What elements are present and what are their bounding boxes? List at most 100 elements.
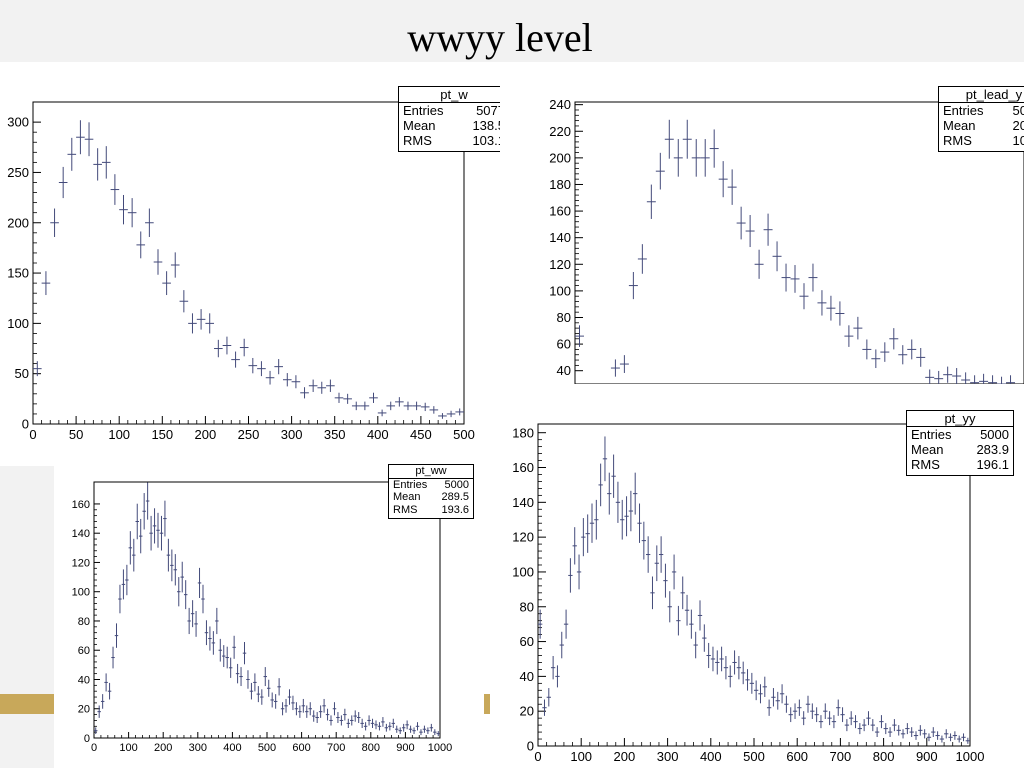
data-point [33,361,42,377]
data-point [282,373,292,387]
data-point [939,735,945,743]
data-point [356,712,361,723]
x-tick-label: 100 [570,749,592,764]
data-point [706,642,711,669]
data-point [67,137,77,171]
data-point [265,370,275,385]
data-point [287,689,292,705]
data-point [997,376,1007,384]
data-point [142,493,146,530]
data-point [979,373,989,384]
stats-row-mean: Mean 138.5 [399,118,500,133]
data-point [700,139,710,177]
data-point [646,536,651,573]
stats-rms-label: RMS [403,133,432,148]
y-tick-label: 300 [7,115,29,130]
data-point [844,719,850,732]
data-point [667,591,672,623]
data-point [228,657,233,678]
slide-title: wwyy level [407,15,593,60]
histogram-pt-lead-y: 40 60 80 100 120 140 160 180 200 220 240 [549,97,1024,384]
x-tick-label: 200 [154,742,172,754]
stats-box-pt-ww: pt_ww Entries 5000 Mean 289.5 RMS 193.6 [388,464,474,519]
data-point [900,729,906,739]
data-point [736,655,742,680]
data-point [360,718,364,728]
slide-accent-bar [0,694,54,714]
data-point [405,720,409,730]
data-point [771,688,776,707]
x-tick-label: 1000 [428,742,452,754]
data-point [273,694,278,709]
data-point [710,646,716,672]
data-point [135,503,139,540]
data-point [433,729,437,736]
stats-rms-value: 196.1 [976,457,1009,472]
data-point [395,397,404,407]
data-point [779,684,785,704]
data-point [650,576,655,610]
data-point [208,626,212,651]
data-point [689,609,694,639]
data-point [745,215,755,248]
data-point [274,359,283,375]
data-point [575,325,584,347]
x-tick-label: 400 [223,742,241,754]
histogram-pt-ww: 0 20 40 60 80 100 120 140 160 0 100 200 300 400 500 600… [72,481,452,754]
data-point [166,538,171,572]
data-point [775,691,780,710]
stats-row-mean: Mean 289.5 [389,491,473,504]
x-tick-label: 300 [189,742,207,754]
data-point [183,580,188,610]
x-tick-label: 500 [453,427,475,442]
data-point [246,670,250,689]
data-point [426,727,430,734]
y-tick-label: 0 [22,417,29,432]
data-point [173,554,178,586]
y-tick-label: 20 [520,704,534,719]
x-tick-label: 200 [614,749,636,764]
x-tick-label: 300 [281,427,303,442]
data-point [633,472,638,515]
stats-row-entries: Entries 5077 [399,103,500,118]
stats-mean-label: Mean [393,491,421,503]
data-point [788,707,793,723]
y-tick-label: 60 [557,337,571,352]
stats-entries-label: Entries [393,478,428,491]
data-point [188,313,197,334]
y-tick-label: 220 [549,124,571,139]
data-point [542,699,547,716]
data-point [934,370,944,384]
data-point [152,508,157,544]
data-point [581,518,586,557]
data-point [624,496,629,537]
data-point [790,265,800,293]
slide-side-band [0,466,54,768]
data-point [318,705,323,718]
data-point [550,655,556,680]
data-point [156,512,160,548]
stats-box-pt-w: pt_w Entries 5077 Mean 138.5 RMS 103.1 [398,86,500,152]
data-point [546,688,551,707]
data-point [615,481,621,523]
data-point [862,719,867,732]
data-point [308,702,312,716]
data-point [180,561,184,593]
data-point [589,503,595,543]
y-tick-label: 40 [520,669,534,684]
data-point [145,482,150,520]
stats-row-mean: Mean 283.9 [907,442,1013,457]
y-tick-label: 120 [512,530,534,545]
x-tick-label: 900 [396,742,414,754]
data-point [797,699,802,716]
slide-accent-bar-right [484,694,490,714]
data-point [871,349,881,369]
data-point [446,410,456,418]
stats-rms-label: RMS [943,133,972,148]
y-tick-label: 120 [549,257,571,272]
data-point [300,387,309,399]
data-point [58,166,68,199]
data-point [422,725,427,733]
x-tick-label: 200 [195,427,217,442]
data-point [94,727,98,734]
